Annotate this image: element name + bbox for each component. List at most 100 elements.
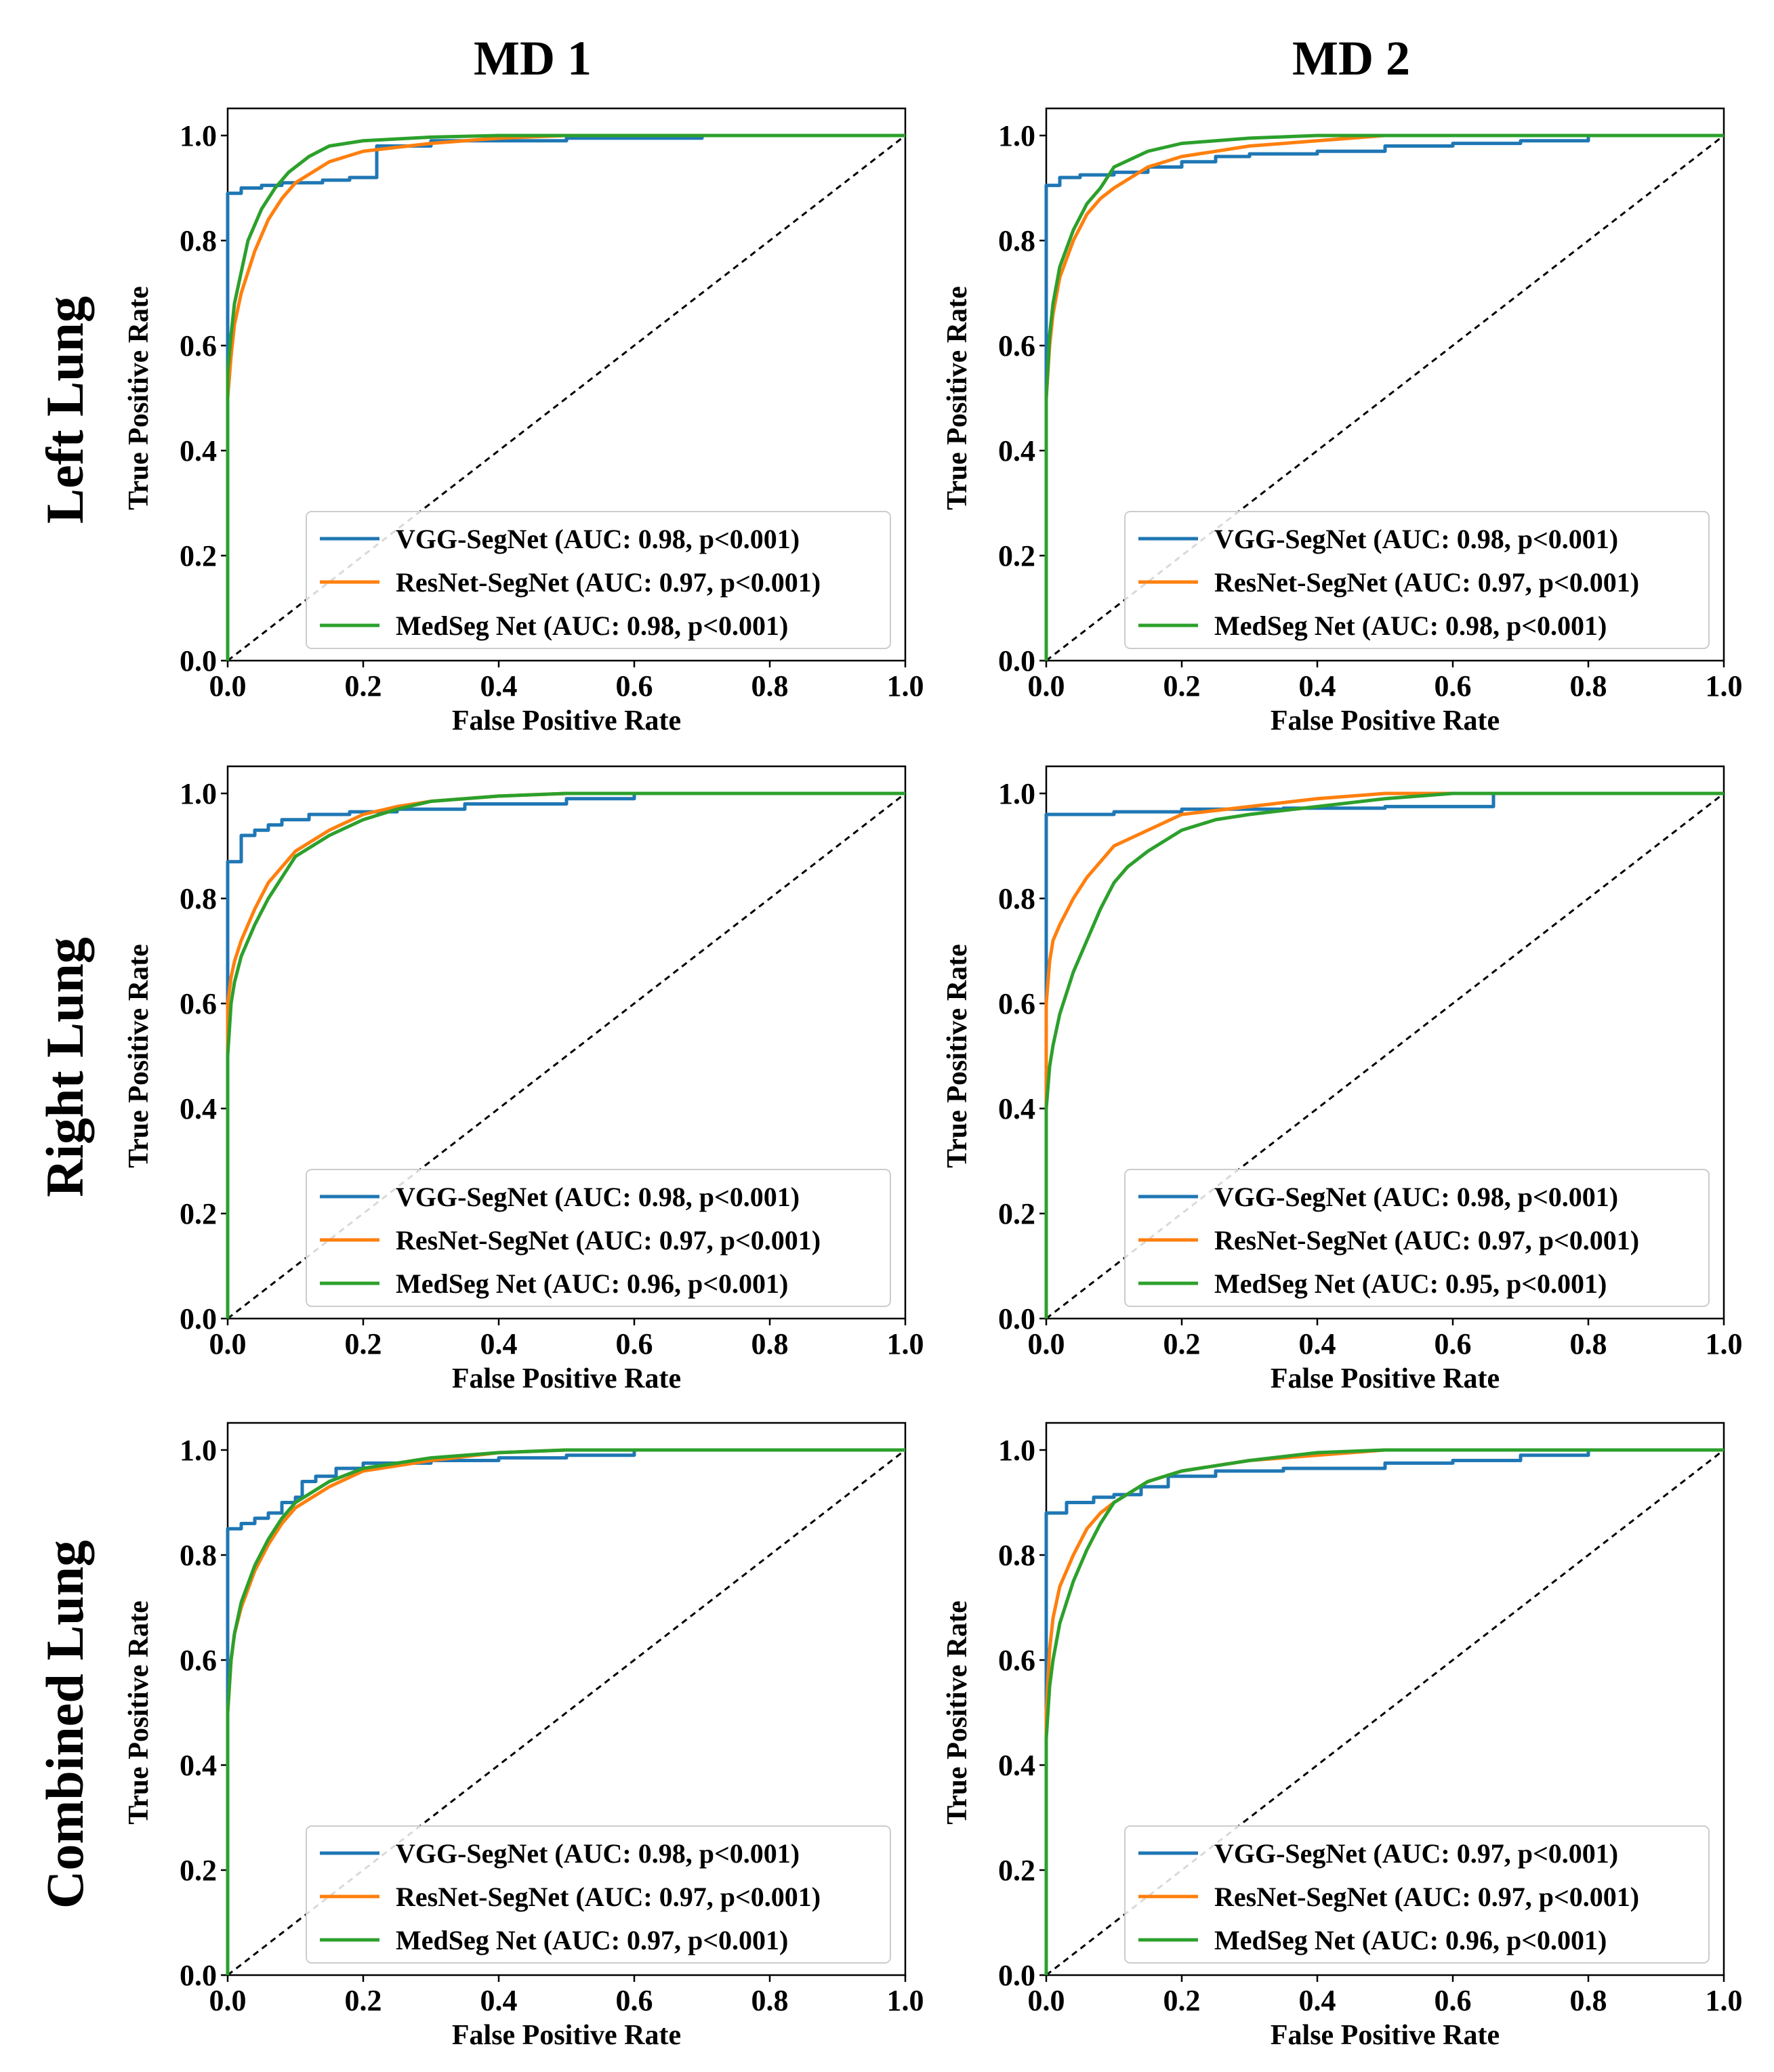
panels-group: 0.0 0.2 0.4 0.6 0.8 1.0 0.0 0.2 0.4 0.6 0.8 1.0 Fals… bbox=[123, 107, 1743, 2051]
y-tick-label: 0.2 bbox=[180, 1197, 217, 1230]
y-tick-label: 0.6 bbox=[998, 987, 1035, 1020]
x-axis-label: False Positive Rate bbox=[452, 2020, 681, 2051]
roc-curve-medseg-net bbox=[1044, 1448, 1724, 1975]
x-tick-label: 0.2 bbox=[345, 1327, 382, 1361]
legend-label: ResNet-SegNet (AUC: 0.97, p<0.001) bbox=[396, 1225, 821, 1256]
x-tick-label: 0.8 bbox=[751, 1327, 789, 1361]
x-tick-label: 1.0 bbox=[887, 1984, 924, 2017]
roc-curve-vgg-segnet bbox=[1044, 1448, 1724, 1975]
roc-curve-vgg-segnet bbox=[226, 133, 905, 661]
legend-label: MedSeg Net (AUC: 0.96, p<0.001) bbox=[396, 1268, 788, 1299]
legend-label: VGG-SegNet (AUC: 0.98, p<0.001) bbox=[396, 524, 800, 554]
y-tick-label: 0.2 bbox=[180, 539, 217, 573]
x-tick-label: 1.0 bbox=[1706, 669, 1743, 703]
roc-curve-vgg-segnet bbox=[226, 791, 905, 1319]
y-axis-label: True Positive Rate bbox=[942, 286, 973, 510]
y-axis-label: True Positive Rate bbox=[123, 1600, 154, 1824]
y-axis-label: True Positive Rate bbox=[942, 1600, 973, 1824]
x-axis-label: False Positive Rate bbox=[1271, 705, 1500, 737]
y-tick-label: 0.0 bbox=[998, 1959, 1035, 1992]
x-tick-label: 0.8 bbox=[751, 669, 789, 703]
y-tick-label: 1.0 bbox=[998, 119, 1035, 152]
y-axis-label: True Positive Rate bbox=[942, 944, 973, 1167]
roc-panel-right-md1: 0.0 0.2 0.4 0.6 0.8 1.0 0.0 0.2 0.4 0.6 0.8 1.0 Fals… bbox=[123, 765, 924, 1394]
y-tick-label: 0.8 bbox=[180, 1539, 217, 1572]
x-tick-label: 0.4 bbox=[1299, 669, 1336, 703]
y-tick-label: 0.6 bbox=[998, 329, 1035, 362]
roc-curve-medseg-net bbox=[1044, 133, 1724, 661]
y-tick-label: 0.0 bbox=[998, 1302, 1035, 1335]
x-axis-label: False Positive Rate bbox=[1271, 1363, 1500, 1394]
x-tick-label: 0.0 bbox=[1028, 1327, 1065, 1361]
roc-curve-medseg-net bbox=[1044, 791, 1724, 1319]
x-tick-label: 1.0 bbox=[1706, 1984, 1743, 2017]
y-tick-label: 0.6 bbox=[180, 1644, 217, 1677]
x-tick-label: 0.4 bbox=[480, 1327, 518, 1361]
x-tick-label: 0.0 bbox=[1028, 1984, 1065, 2017]
x-tick-label: 0.2 bbox=[345, 669, 382, 703]
y-tick-label: 0.0 bbox=[180, 644, 217, 678]
x-axis-label: False Positive Rate bbox=[1271, 2020, 1500, 2051]
legend-label: ResNet-SegNet (AUC: 0.97, p<0.001) bbox=[396, 1882, 821, 1912]
x-tick-label: 0.0 bbox=[209, 1984, 247, 2017]
y-tick-label: 0.6 bbox=[180, 987, 217, 1020]
legend-label: MedSeg Net (AUC: 0.98, p<0.001) bbox=[1214, 610, 1607, 641]
x-tick-label: 0.2 bbox=[1163, 669, 1201, 703]
y-tick-label: 0.8 bbox=[180, 882, 217, 915]
legend-box bbox=[306, 1169, 891, 1307]
y-tick-label: 0.0 bbox=[180, 1959, 217, 1992]
legend-label: ResNet-SegNet (AUC: 0.97, p<0.001) bbox=[1214, 1882, 1639, 1912]
y-tick-label: 0.4 bbox=[180, 434, 217, 468]
y-tick-label: 0.0 bbox=[998, 644, 1035, 678]
x-tick-label: 0.2 bbox=[345, 1984, 382, 2017]
x-tick-label: 0.6 bbox=[616, 1327, 653, 1361]
roc-panel-left-md2: 0.0 0.2 0.4 0.6 0.8 1.0 0.0 0.2 0.4 0.6 0.8 1.0 Fals… bbox=[942, 107, 1743, 737]
x-tick-label: 0.4 bbox=[480, 1984, 518, 2017]
roc-panel-left-md1: 0.0 0.2 0.4 0.6 0.8 1.0 0.0 0.2 0.4 0.6 0.8 1.0 Fals… bbox=[123, 107, 924, 737]
x-tick-label: 0.2 bbox=[1163, 1984, 1201, 2017]
roc-curve-resnet-segnet bbox=[1044, 1448, 1724, 1975]
y-axis-label: True Positive Rate bbox=[123, 944, 154, 1167]
roc-curve-vgg-segnet bbox=[226, 1448, 905, 1975]
row-title-right-lung: Right Lung bbox=[35, 937, 94, 1197]
y-tick-label: 1.0 bbox=[180, 777, 217, 810]
y-axis-label: True Positive Rate bbox=[123, 286, 154, 510]
x-tick-label: 0.8 bbox=[1570, 669, 1607, 703]
x-tick-label: 1.0 bbox=[887, 669, 924, 703]
x-axis-label: False Positive Rate bbox=[452, 705, 681, 737]
x-tick-label: 0.6 bbox=[616, 1984, 653, 2017]
legend-box bbox=[1124, 1825, 1710, 1964]
y-tick-label: 0.4 bbox=[180, 1092, 217, 1125]
y-tick-label: 1.0 bbox=[998, 777, 1035, 810]
roc-curve-medseg-net bbox=[226, 133, 905, 661]
legend-label: MedSeg Net (AUC: 0.96, p<0.001) bbox=[1214, 1925, 1607, 1955]
roc-panel-combined-md1: 0.0 0.2 0.4 0.6 0.8 1.0 0.0 0.2 0.4 0.6 0.8 1.0 Fals… bbox=[123, 1422, 924, 2051]
x-tick-label: 0.6 bbox=[1435, 1984, 1472, 2017]
y-tick-label: 0.4 bbox=[998, 434, 1035, 468]
y-tick-label: 0.2 bbox=[180, 1854, 217, 1887]
x-tick-label: 0.6 bbox=[1435, 1327, 1472, 1361]
legend-label: ResNet-SegNet (AUC: 0.97, p<0.001) bbox=[1214, 567, 1639, 598]
x-tick-label: 0.4 bbox=[1299, 1984, 1336, 2017]
column-title-md2: MD 2 bbox=[1292, 31, 1410, 85]
y-tick-label: 1.0 bbox=[180, 1434, 217, 1467]
row-title-combined-lung: Combined Lung bbox=[35, 1540, 94, 1909]
y-tick-label: 0.8 bbox=[998, 1539, 1035, 1572]
legend-box bbox=[306, 511, 891, 649]
x-tick-label: 0.4 bbox=[1299, 1327, 1336, 1361]
y-tick-label: 0.4 bbox=[998, 1749, 1035, 1782]
legend-label: MedSeg Net (AUC: 0.97, p<0.001) bbox=[396, 1925, 788, 1955]
legend-label: MedSeg Net (AUC: 0.98, p<0.001) bbox=[396, 610, 788, 641]
x-tick-label: 0.8 bbox=[1570, 1984, 1607, 2017]
x-tick-label: 0.2 bbox=[1163, 1327, 1201, 1361]
roc-panel-right-md2: 0.0 0.2 0.4 0.6 0.8 1.0 0.0 0.2 0.4 0.6 0.8 1.0 Fals… bbox=[942, 765, 1743, 1394]
roc-curve-resnet-segnet bbox=[1044, 791, 1724, 1319]
column-title-md1: MD 1 bbox=[474, 31, 592, 85]
x-tick-label: 0.4 bbox=[480, 669, 518, 703]
legend-label: VGG-SegNet (AUC: 0.98, p<0.001) bbox=[1214, 1182, 1618, 1212]
y-tick-label: 0.2 bbox=[998, 1854, 1035, 1887]
y-tick-label: 0.8 bbox=[998, 224, 1035, 257]
roc-curve-medseg-net bbox=[226, 791, 905, 1319]
y-tick-label: 0.0 bbox=[180, 1302, 217, 1335]
